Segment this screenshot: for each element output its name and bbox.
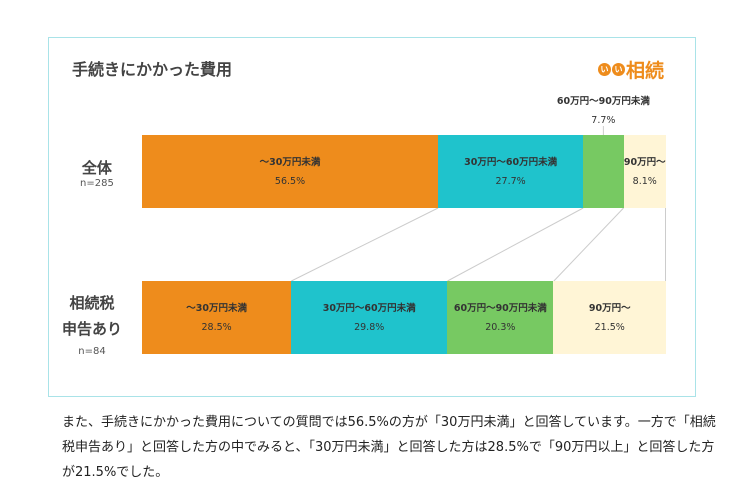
segment-value: 27.7% (495, 175, 526, 187)
chart-card (48, 37, 696, 397)
connector-line (291, 207, 439, 282)
bar-tax: 〜30万円未満 28.5% 30万円〜60万円未満 29.8% 60万円〜90万円未満 2… (142, 281, 666, 354)
segment-value: 21.5% (594, 321, 625, 333)
connector-line (553, 207, 624, 282)
segment-label: 〜30万円未満 (259, 156, 321, 168)
segment-value: 56.5% (274, 175, 306, 187)
bar-segment: 30万円〜60万円未満 27.7% (438, 135, 584, 208)
segment-value: 7.7% (591, 115, 616, 126)
bar-segment: 90万円〜 21.5% (553, 281, 666, 354)
outside-label: 60万円〜90万円未満 7.7% (543, 92, 663, 130)
caption-text: また、手続きにかかった費用についての質問では56.5%の方が「30万円未満」と回… (62, 415, 716, 480)
bar-segment: 〜30万円未満 56.5% (142, 135, 439, 208)
segment-label: 30万円〜60万円未満 (464, 156, 558, 168)
bar-segment: 〜30万円未満 28.5% (142, 281, 292, 354)
bar-segment: 60万円〜90万円未満 20.3% (447, 281, 554, 354)
chart-title: 手続きにかかった費用 (72, 60, 233, 79)
segment-value: 29.8% (354, 321, 385, 333)
bar-segment (583, 135, 624, 208)
bar-segment: 30万円〜60万円未満 29.8% (291, 281, 448, 354)
bar-all: 〜30万円未満 56.5% 30万円〜60万円未満 27.7% 90万円〜 8.1% (142, 135, 666, 208)
segment-label: 60万円〜90万円未満 (556, 96, 650, 107)
segment-label: 90万円〜 (588, 302, 631, 314)
segment-value: 28.5% (201, 321, 232, 333)
segment-label: 60万円〜90万円未満 (453, 302, 547, 314)
row-label-all: 全体 n=285 (80, 159, 114, 189)
segment-label: 〜30万円未満 (186, 302, 247, 314)
segment-label: 90万円〜 (623, 156, 666, 168)
row-label-tax: 相続税 申告あり n=84 (62, 294, 123, 357)
segment-value: 20.3% (485, 321, 516, 333)
brand-logo: いい相続 (598, 56, 664, 83)
bar-segment: 90万円〜 8.1% (623, 135, 666, 208)
segment-label: 30万円〜60万円未満 (322, 302, 416, 314)
connector-line (447, 207, 584, 282)
segment-value: 8.1% (632, 175, 657, 187)
